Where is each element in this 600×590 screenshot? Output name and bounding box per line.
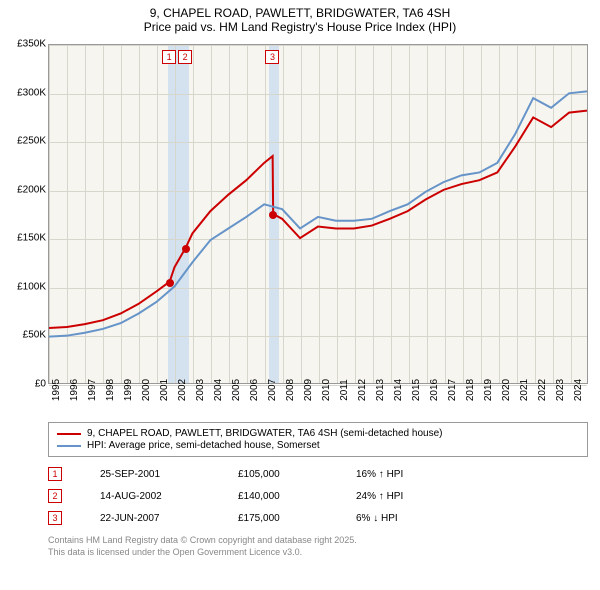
x-axis-label: 2009	[303, 379, 314, 401]
row-date: 25-SEP-2001	[100, 469, 230, 480]
x-axis-label: 2015	[411, 379, 422, 401]
chart-svg	[49, 45, 587, 383]
table-row: 3 22-JUN-2007 £175,000 6% ↓ HPI	[48, 507, 588, 529]
x-axis-label: 2020	[501, 379, 512, 401]
x-axis-label: 2017	[447, 379, 458, 401]
x-axis-label: 2014	[393, 379, 404, 401]
row-date: 22-JUN-2007	[100, 513, 230, 524]
chart-title-2: Price paid vs. HM Land Registry's House …	[6, 20, 594, 34]
marker-dot-3	[269, 211, 277, 219]
chart-title-1: 9, CHAPEL ROAD, PAWLETT, BRIDGWATER, TA6…	[6, 6, 594, 20]
x-axis-label: 2006	[249, 379, 260, 401]
x-axis-label: 2023	[555, 379, 566, 401]
table-row: 2 14-AUG-2002 £140,000 24% ↑ HPI	[48, 485, 588, 507]
x-axis-label: 1997	[87, 379, 98, 401]
x-axis-label: 1996	[69, 379, 80, 401]
legend-swatch-2	[57, 445, 81, 447]
x-axis-label: 2012	[357, 379, 368, 401]
row-date: 14-AUG-2002	[100, 491, 230, 502]
x-axis-label: 2007	[267, 379, 278, 401]
x-axis-label: 1999	[123, 379, 134, 401]
row-marker: 1	[48, 467, 62, 481]
row-price: £140,000	[238, 491, 348, 502]
x-axis-label: 2004	[213, 379, 224, 401]
x-axis-label: 2011	[339, 379, 350, 401]
x-axis-label: 2001	[159, 379, 170, 401]
series-hpi	[49, 91, 587, 336]
row-price: £105,000	[238, 469, 348, 480]
row-hpi: 6% ↓ HPI	[356, 513, 466, 524]
x-axis-label: 2002	[177, 379, 188, 401]
y-axis-label: £150K	[17, 233, 46, 244]
y-axis-label: £300K	[17, 87, 46, 98]
x-axis-label: 2016	[429, 379, 440, 401]
y-axis-label: £50K	[23, 330, 46, 341]
row-marker: 2	[48, 489, 62, 503]
x-axis-label: 2008	[285, 379, 296, 401]
transaction-table: 1 25-SEP-2001 £105,000 16% ↑ HPI 2 14-AUG-200…	[48, 463, 588, 529]
row-marker: 3	[48, 511, 62, 525]
x-axis-label: 2024	[573, 379, 584, 401]
plot-area	[48, 44, 588, 384]
x-axis-label: 1998	[105, 379, 116, 401]
x-axis-label: 2010	[321, 379, 332, 401]
x-axis-label: 2018	[465, 379, 476, 401]
marker-box-1: 1	[162, 50, 176, 64]
legend: 9, CHAPEL ROAD, PAWLETT, BRIDGWATER, TA6…	[48, 422, 588, 457]
x-axis-label: 2013	[375, 379, 386, 401]
footer-line-2: This data is licensed under the Open Gov…	[48, 547, 594, 559]
row-hpi: 24% ↑ HPI	[356, 491, 466, 502]
x-axis-label: 2021	[519, 379, 530, 401]
x-axis-label: 2005	[231, 379, 242, 401]
y-axis-label: £200K	[17, 184, 46, 195]
marker-dot-2	[182, 245, 190, 253]
x-axis-label: 2022	[537, 379, 548, 401]
x-axis-label: 2003	[195, 379, 206, 401]
marker-box-3: 3	[265, 50, 279, 64]
y-axis-label: £100K	[17, 281, 46, 292]
x-axis-label: 2019	[483, 379, 494, 401]
y-axis-label: £350K	[17, 39, 46, 50]
marker-box-2: 2	[178, 50, 192, 64]
x-axis-label: 1995	[51, 379, 62, 401]
legend-row: 9, CHAPEL ROAD, PAWLETT, BRIDGWATER, TA6…	[57, 428, 579, 439]
row-price: £175,000	[238, 513, 348, 524]
series-price_paid	[49, 111, 587, 328]
marker-dot-1	[166, 279, 174, 287]
legend-swatch-1	[57, 433, 81, 435]
footer-text: Contains HM Land Registry data © Crown c…	[48, 535, 594, 558]
footer-line-1: Contains HM Land Registry data © Crown c…	[48, 535, 594, 547]
row-hpi: 16% ↑ HPI	[356, 469, 466, 480]
chart-area: £0 £50K £100K £150K £200K £250K £300K £350K 1995…	[6, 38, 594, 418]
x-axis-label: 2000	[141, 379, 152, 401]
legend-row: HPI: Average price, semi-detached house,…	[57, 440, 579, 451]
table-row: 1 25-SEP-2001 £105,000 16% ↑ HPI	[48, 463, 588, 485]
legend-label-1: 9, CHAPEL ROAD, PAWLETT, BRIDGWATER, TA6…	[87, 428, 442, 439]
y-axis-label: £0	[35, 379, 46, 390]
y-axis-label: £250K	[17, 136, 46, 147]
legend-label-2: HPI: Average price, semi-detached house,…	[87, 440, 320, 451]
